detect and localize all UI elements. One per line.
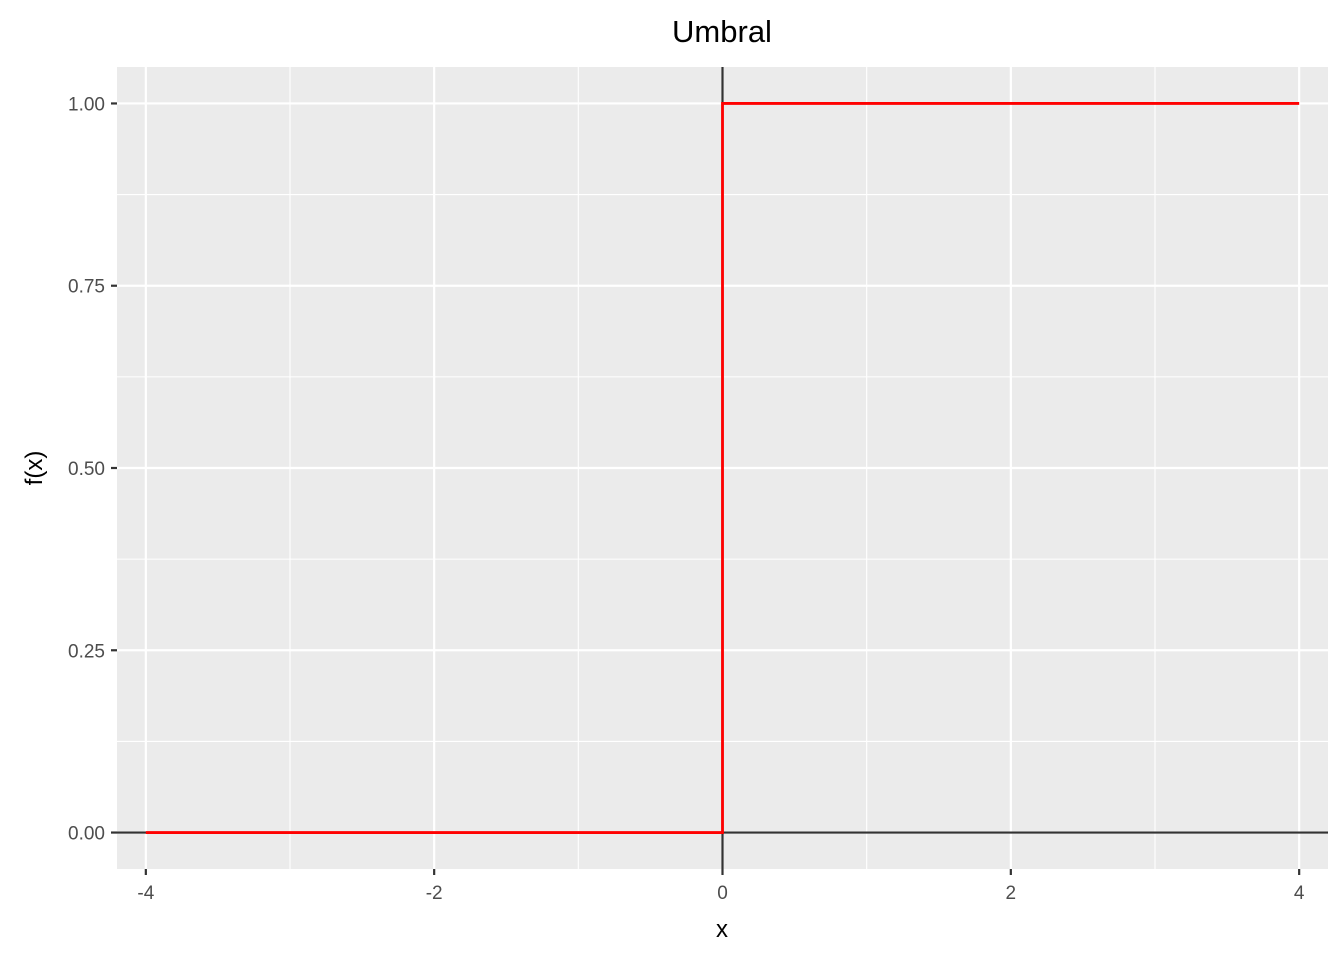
y-axis: 0.00 0.25 0.50 0.75 1.00 — [68, 94, 117, 845]
x-tick-label: 4 — [1294, 883, 1305, 904]
x-tick-label: -2 — [426, 883, 443, 904]
x-tick-label: 2 — [1006, 883, 1017, 904]
series-layer — [145, 102, 1300, 834]
x-tick-label: 0 — [717, 883, 728, 904]
chart-title: Umbral — [672, 14, 772, 49]
y-tick-label: 0.50 — [68, 459, 105, 480]
y-tick-label: 0.25 — [68, 641, 105, 662]
y-tick-label: 0.00 — [68, 824, 105, 845]
x-axis-title: x — [716, 916, 728, 943]
y-tick-label: 1.00 — [68, 94, 105, 115]
x-axis: -4 -2 0 2 4 — [137, 869, 1305, 904]
y-tick-label: 0.75 — [68, 277, 105, 298]
series-line — [145, 102, 1300, 834]
x-tick-label: -4 — [137, 883, 154, 904]
y-axis-title: f(x) — [21, 451, 48, 486]
